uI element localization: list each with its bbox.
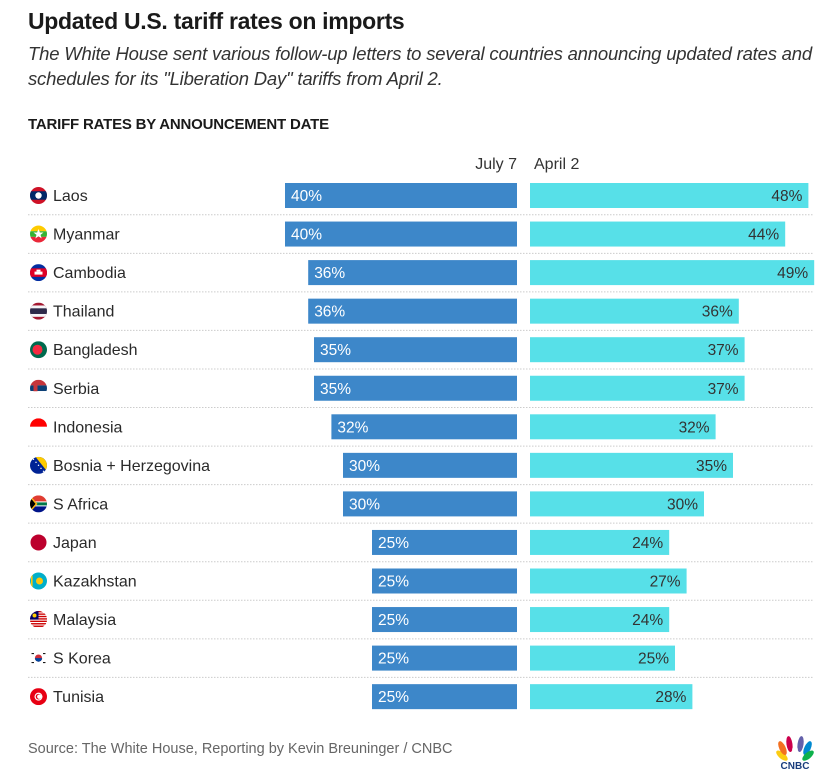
bar-april2 (530, 221, 786, 247)
bar-july7 (314, 337, 517, 363)
bar-label-july7: 35% (320, 342, 351, 359)
chart-title: Updated U.S. tariff rates on imports (28, 8, 405, 34)
malaysia-flag-icon (30, 611, 47, 629)
bar-april2 (530, 337, 745, 363)
bar-label-april2: 49% (777, 265, 808, 282)
cambodia-flag-icon (30, 264, 47, 282)
country-label: Laos (53, 188, 88, 205)
laos-flag-icon (30, 187, 47, 204)
bar-label-july7: 25% (378, 574, 409, 591)
bar-label-april2: 25% (638, 651, 669, 668)
bar-july7 (331, 414, 517, 440)
bar-july7 (372, 607, 517, 633)
source-note: Source: The White House, Reporting by Ke… (28, 741, 453, 757)
bar-label-april2: 37% (708, 381, 739, 398)
bar-july7 (314, 375, 517, 401)
country-label: Tunisia (53, 689, 104, 706)
indonesia-flag-icon (30, 418, 47, 436)
chart-subtitle: The White House sent various follow-up l… (28, 43, 812, 89)
bar-label-april2: 36% (702, 304, 733, 321)
bar-july7 (308, 298, 517, 324)
bar-april2 (530, 568, 687, 594)
bar-label-july7: 30% (349, 496, 380, 513)
cnbc-logo: CNBC (776, 736, 814, 772)
south-korea-flag-icon (30, 649, 47, 667)
column-header-july7: July 7 (475, 156, 517, 173)
bar-july7 (285, 221, 517, 247)
bar-july7 (372, 529, 517, 555)
bar-label-july7: 25% (378, 689, 409, 706)
country-label: Indonesia (53, 419, 122, 436)
section-label: TARIFF RATES BY ANNOUNCEMENT DATE (28, 116, 329, 133)
country-label: Kazakhstan (53, 574, 137, 591)
country-label: Bosnia + Herzegovina (53, 458, 210, 475)
japan-flag-icon (30, 533, 47, 551)
bar-april2 (530, 491, 704, 517)
cnbc-logo-text: CNBC (781, 761, 810, 772)
bar-april2 (530, 298, 739, 324)
bar-label-april2: 48% (771, 188, 802, 205)
bar-label-april2: 37% (708, 342, 739, 359)
bar-label-april2: 35% (696, 458, 727, 475)
bar-july7 (372, 568, 517, 594)
peacock-icon (776, 736, 814, 761)
bar-label-july7: 25% (378, 651, 409, 668)
bar-label-april2: 44% (748, 227, 779, 244)
bar-label-july7: 40% (291, 188, 322, 205)
bosnia-flag-icon (30, 456, 47, 474)
bar-label-april2: 24% (632, 535, 663, 552)
country-label: Myanmar (53, 227, 120, 244)
bar-july7 (372, 645, 517, 671)
tunisia-flag-icon (30, 688, 47, 706)
bar-label-july7: 32% (337, 419, 368, 436)
bar-april2 (530, 183, 809, 208)
bar-july7 (285, 183, 517, 208)
bar-july7 (343, 452, 517, 478)
bar-july7 (372, 684, 517, 710)
bar-april2 (530, 684, 693, 710)
bar-april2 (530, 452, 733, 478)
country-label: S Korea (53, 651, 111, 668)
bar-label-april2: 27% (650, 574, 681, 591)
kazakhstan-flag-icon (30, 572, 47, 590)
country-label: Malaysia (53, 612, 116, 629)
bangladesh-flag-icon (30, 341, 47, 359)
bar-label-april2: 24% (632, 612, 663, 629)
bar-april2 (530, 607, 670, 633)
column-header-april2: April 2 (534, 156, 580, 173)
country-label: Japan (53, 535, 97, 552)
bar-april2 (530, 645, 675, 671)
bar-april2 (530, 414, 716, 440)
serbia-flag-icon (30, 379, 47, 397)
bar-july7 (308, 260, 517, 286)
country-label: S Africa (53, 496, 108, 513)
bar-label-april2: 30% (667, 496, 698, 513)
bar-label-july7: 25% (378, 535, 409, 552)
south-africa-flag-icon (30, 495, 47, 513)
bar-label-july7: 25% (378, 612, 409, 629)
country-label: Thailand (53, 304, 114, 321)
myanmar-flag-icon (30, 225, 47, 243)
bar-label-april2: 32% (679, 419, 710, 436)
bar-label-july7: 35% (320, 381, 351, 398)
bar-april2 (530, 529, 670, 555)
bar-label-april2: 28% (655, 689, 686, 706)
bar-label-july7: 40% (291, 227, 322, 244)
bar-april2 (530, 260, 815, 286)
country-label: Bangladesh (53, 342, 138, 359)
country-label: Serbia (53, 381, 99, 398)
bar-july7 (343, 491, 517, 517)
country-label: Cambodia (53, 265, 126, 282)
bar-label-july7: 36% (314, 265, 345, 282)
bar-label-july7: 30% (349, 458, 380, 475)
thailand-flag-icon (30, 302, 47, 320)
bar-april2 (530, 375, 745, 401)
bar-label-july7: 36% (314, 304, 345, 321)
